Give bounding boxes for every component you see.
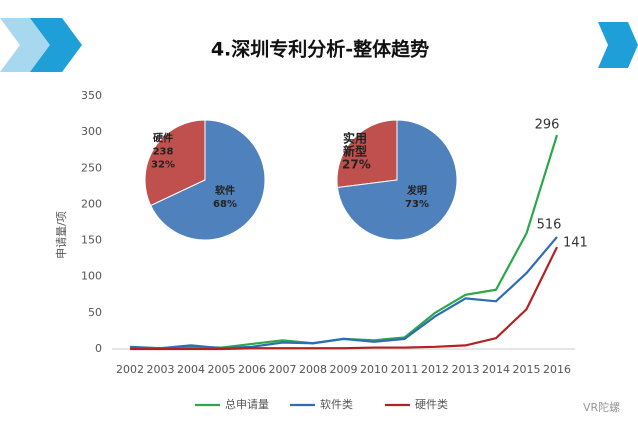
- y-tick-label: 250: [81, 161, 102, 174]
- series-line: [129, 236, 558, 350]
- y-tick-label: 50: [88, 306, 102, 319]
- x-tick-label: 2013: [452, 363, 480, 376]
- end-label: 516: [537, 217, 562, 232]
- y-tick-label: 350: [81, 89, 102, 102]
- x-tick-label: 2007: [269, 363, 297, 376]
- series-line: [130, 246, 558, 351]
- pie-label: 实用新型 27%: [342, 131, 371, 172]
- pie-category: 软件: [215, 186, 235, 197]
- x-tick-label: 2005: [208, 363, 236, 376]
- x-tick-label: 2008: [299, 363, 327, 376]
- y-tick-label: 300: [81, 125, 102, 138]
- pie-value-label: 68%: [213, 199, 237, 210]
- pie-count: 238: [152, 146, 174, 158]
- x-tick-label: 2006: [238, 363, 266, 376]
- pie-slice: [336, 119, 398, 189]
- pie-label: 发明 73%: [397, 185, 437, 211]
- x-tick-label: 2015: [513, 363, 541, 376]
- y-axis-label: 申请量/项: [55, 211, 68, 259]
- legend-label: 总申请量: [225, 397, 269, 411]
- chevron: [30, 18, 82, 72]
- chart-title: 4.深圳专利分析-整体趋势: [211, 38, 429, 61]
- y-tick-label: 200: [81, 197, 102, 210]
- x-tick-label: 2003: [147, 363, 175, 376]
- x-tick-label: 2011: [391, 363, 419, 376]
- y-tick-label: 100: [81, 270, 102, 283]
- x-tick-label: 2009: [330, 363, 358, 376]
- end-label: 296: [535, 118, 560, 133]
- end-label: 141: [563, 236, 588, 251]
- watermark: VR陀螺: [583, 400, 620, 414]
- pie-value-label: 27%: [342, 157, 371, 172]
- pie-label: 硬件 238 32%: [143, 133, 183, 172]
- x-tick-label: 2016: [543, 363, 571, 376]
- x-tick-label: 2002: [116, 363, 144, 376]
- pie-value-label: 32%: [151, 159, 175, 171]
- y-tick-label: 0: [95, 342, 102, 355]
- pie-category: 硬件: [153, 133, 173, 145]
- pie-slice: [336, 119, 458, 241]
- pie-category: 发明: [407, 186, 427, 197]
- x-tick-label: 2004: [177, 363, 205, 376]
- x-tick-label: 2014: [482, 363, 510, 376]
- x-tick-label: 2012: [421, 363, 449, 376]
- legend-label: 软件类: [320, 397, 353, 411]
- x-tick-label: 2010: [360, 363, 388, 376]
- y-tick-label: 150: [81, 234, 102, 247]
- chevron: [598, 22, 638, 68]
- pie-slice: [144, 119, 206, 207]
- pie-slice: [150, 119, 266, 241]
- pie-value-label: 73%: [405, 199, 429, 210]
- legend-label: 硬件类: [415, 397, 448, 411]
- pie-category: 实用新型: [342, 131, 367, 159]
- pie-label: 软件 68%: [205, 185, 245, 211]
